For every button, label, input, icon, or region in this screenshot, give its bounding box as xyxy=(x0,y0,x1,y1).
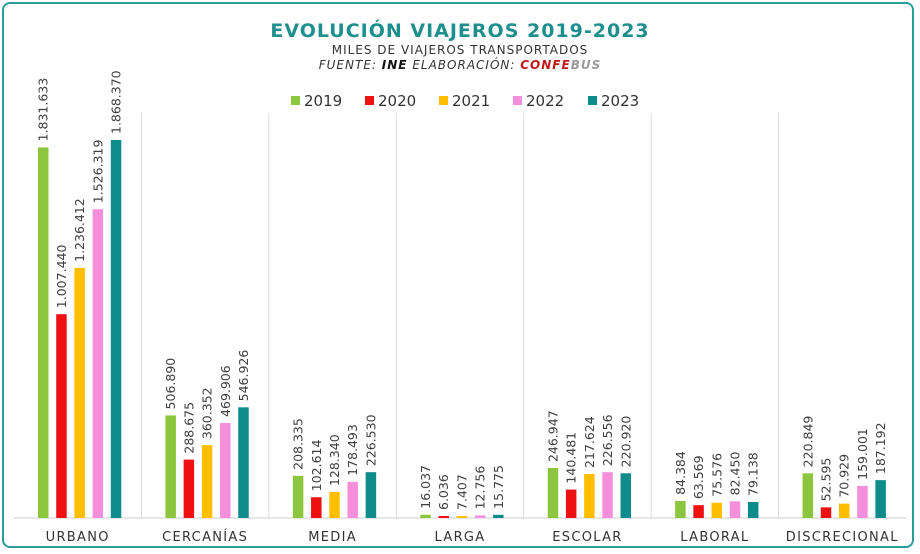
data-label: 140.481 xyxy=(564,432,579,484)
data-label: 84.384 xyxy=(673,451,688,495)
data-label: 226.530 xyxy=(363,414,378,466)
data-label: 187.192 xyxy=(873,422,888,474)
bar-2021-3 xyxy=(456,516,468,518)
bar-2021-6 xyxy=(838,503,850,518)
legend-label-2022: 2022 xyxy=(526,92,564,110)
data-label: 1.007.440 xyxy=(54,245,69,309)
data-label: 178.493 xyxy=(345,424,360,476)
bar-2023-2 xyxy=(365,472,377,518)
category-label: LABORAL xyxy=(680,530,749,545)
data-label: 79.138 xyxy=(746,452,761,496)
bar-2022-1 xyxy=(220,422,231,518)
bar-2019-1 xyxy=(165,415,176,518)
bar-2020-4 xyxy=(565,489,577,518)
bar-2022-5 xyxy=(729,501,741,518)
bar-2023-5 xyxy=(747,501,759,518)
data-label: 226.556 xyxy=(600,414,615,466)
data-label: 360.352 xyxy=(200,387,215,439)
data-label: 12.756 xyxy=(473,466,488,510)
data-label: 75.576 xyxy=(709,453,724,497)
bar-2019-5 xyxy=(675,500,686,518)
category-label: CERCANÍAS xyxy=(162,529,248,545)
data-label: 469.906 xyxy=(218,365,233,417)
data-label: 128.340 xyxy=(327,434,342,486)
data-label: 1.526.319 xyxy=(90,140,105,204)
chart-subtitle: MILES DE VIAJEROS TRANSPORTADOS xyxy=(331,43,589,57)
data-label: 52.595 xyxy=(819,458,834,502)
data-label: 506.890 xyxy=(163,358,178,410)
legend-swatch-2022 xyxy=(513,96,522,105)
data-label: 208.335 xyxy=(291,418,306,470)
bar-2020-6 xyxy=(820,507,832,518)
bar-2021-0 xyxy=(74,267,85,518)
bar-2022-3 xyxy=(474,515,486,518)
data-label: 63.569 xyxy=(691,455,706,499)
data-label: 7.407 xyxy=(454,474,469,510)
category-label: LARGA xyxy=(435,530,486,545)
bar-2021-4 xyxy=(584,473,595,518)
bar-2020-1 xyxy=(183,459,195,518)
data-label: 546.926 xyxy=(236,350,251,402)
source-prefix: FUENTE: xyxy=(318,58,377,72)
legend-swatch-2021 xyxy=(439,96,448,105)
data-label: 1.831.633 xyxy=(36,78,51,142)
data-label: 217.624 xyxy=(582,416,597,468)
bar-2019-0 xyxy=(38,147,49,518)
bar-2019-4 xyxy=(547,468,559,518)
category-label: DISCRECIONAL xyxy=(786,530,899,545)
data-label: 159.001 xyxy=(855,428,870,480)
bar-2023-0 xyxy=(110,140,122,518)
bar-2020-0 xyxy=(56,314,67,518)
bar-2019-3 xyxy=(420,514,431,518)
bar-2020-5 xyxy=(693,505,704,518)
chart-title: EVOLUCIÓN VIAJEROS 2019-2023 xyxy=(270,20,650,42)
data-label: 82.450 xyxy=(727,452,742,496)
data-label: 15.775 xyxy=(491,465,506,509)
bar-2020-2 xyxy=(311,497,322,518)
brand-confe: CONFE xyxy=(520,58,571,72)
legend-label-2020: 2020 xyxy=(378,92,416,110)
bar-2022-2 xyxy=(347,481,358,518)
bar-2019-6 xyxy=(802,473,814,518)
chart-frame xyxy=(2,2,914,548)
category-label: URBANO xyxy=(46,530,110,545)
data-label: 1.236.412 xyxy=(72,198,87,262)
data-label: 246.947 xyxy=(545,410,560,462)
source-line: FUENTE: INE ELABORACIÓN: CONFEBUS xyxy=(0,58,920,72)
source-org: INE xyxy=(381,58,408,72)
bar-2022-6 xyxy=(857,485,868,518)
bar-2021-5 xyxy=(711,502,723,518)
data-label: 102.614 xyxy=(309,440,324,492)
bar-2021-1 xyxy=(201,445,213,518)
legend-label-2023: 2023 xyxy=(601,92,639,110)
legend-swatch-2020 xyxy=(365,96,374,105)
data-label: 220.849 xyxy=(800,416,815,468)
data-label: 70.929 xyxy=(837,454,852,498)
data-label: 16.037 xyxy=(418,465,433,509)
legend-swatch-2023 xyxy=(588,96,597,105)
legend-swatch-2019 xyxy=(291,96,300,105)
bar-2019-2 xyxy=(292,475,304,518)
data-label: 220.920 xyxy=(618,416,633,468)
bar-2023-3 xyxy=(493,514,504,518)
legend-label-2021: 2021 xyxy=(452,92,490,110)
data-label: 288.675 xyxy=(181,402,196,454)
source-mid: ELABORACIÓN: xyxy=(412,58,516,72)
category-label: ESCOLAR xyxy=(552,530,622,545)
legend-label-2019: 2019 xyxy=(304,92,342,110)
bar-2022-0 xyxy=(92,209,104,518)
bar-2021-2 xyxy=(329,492,340,518)
brand-bus: BUS xyxy=(570,58,602,72)
data-label: 6.036 xyxy=(436,474,451,510)
bar-2023-1 xyxy=(238,407,249,518)
bar-2023-6 xyxy=(875,480,886,518)
data-label: 1.868.370 xyxy=(109,70,124,134)
category-label: MEDIA xyxy=(308,530,357,545)
bar-2022-4 xyxy=(602,472,613,518)
bar-2020-3 xyxy=(438,516,449,518)
bar-2023-4 xyxy=(620,473,632,518)
